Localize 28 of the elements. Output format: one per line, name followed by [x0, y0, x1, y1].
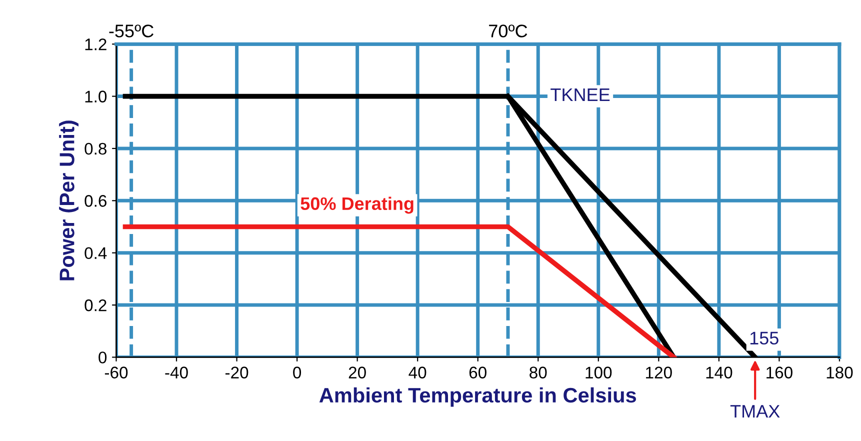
annotation: TMAX — [730, 405, 780, 418]
x-tick-label: 80 — [530, 366, 547, 378]
x-axis-title: Ambient Temperature in Celsius — [319, 387, 636, 407]
x-tick-label: 60 — [469, 366, 486, 378]
y-tick-label: 0 — [98, 352, 107, 364]
x-tick-label: 20 — [348, 366, 366, 378]
x-tick-label: 140 — [706, 366, 732, 378]
x-tick-label: 180 — [826, 366, 853, 378]
x-tick-label: -20 — [225, 366, 248, 378]
ref-line-label: -55ºC — [109, 24, 154, 38]
x-tick-label: -40 — [165, 366, 188, 378]
annotation: 50% Derating — [300, 196, 414, 214]
annotation: TKNEE — [550, 88, 610, 101]
x-tick-label: 120 — [646, 366, 672, 378]
y-tick-label: 1.2 — [85, 38, 106, 50]
y-tick-label: 0.2 — [84, 299, 106, 312]
annotation: 155 — [750, 332, 778, 345]
x-tick-label: 40 — [408, 366, 426, 378]
y-tick-label: 1.0 — [85, 90, 107, 102]
y-tick-label: 0.8 — [84, 142, 106, 155]
x-tick-label: 160 — [766, 366, 792, 378]
ref-line-label: 70ºC — [489, 24, 528, 38]
y-axis-title: Power (Per Unit) — [59, 120, 78, 280]
x-tick-label: 100 — [586, 366, 612, 378]
x-tick-label: -60 — [104, 366, 128, 378]
y-tick-label: 0.6 — [84, 195, 106, 207]
x-tick-label: 0 — [293, 366, 302, 378]
y-tick-label: 0.4 — [84, 247, 107, 260]
